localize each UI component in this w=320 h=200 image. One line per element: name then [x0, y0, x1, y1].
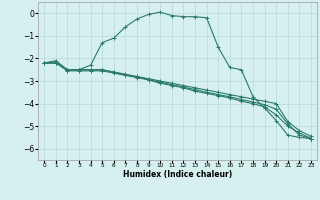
X-axis label: Humidex (Indice chaleur): Humidex (Indice chaleur): [123, 170, 232, 179]
